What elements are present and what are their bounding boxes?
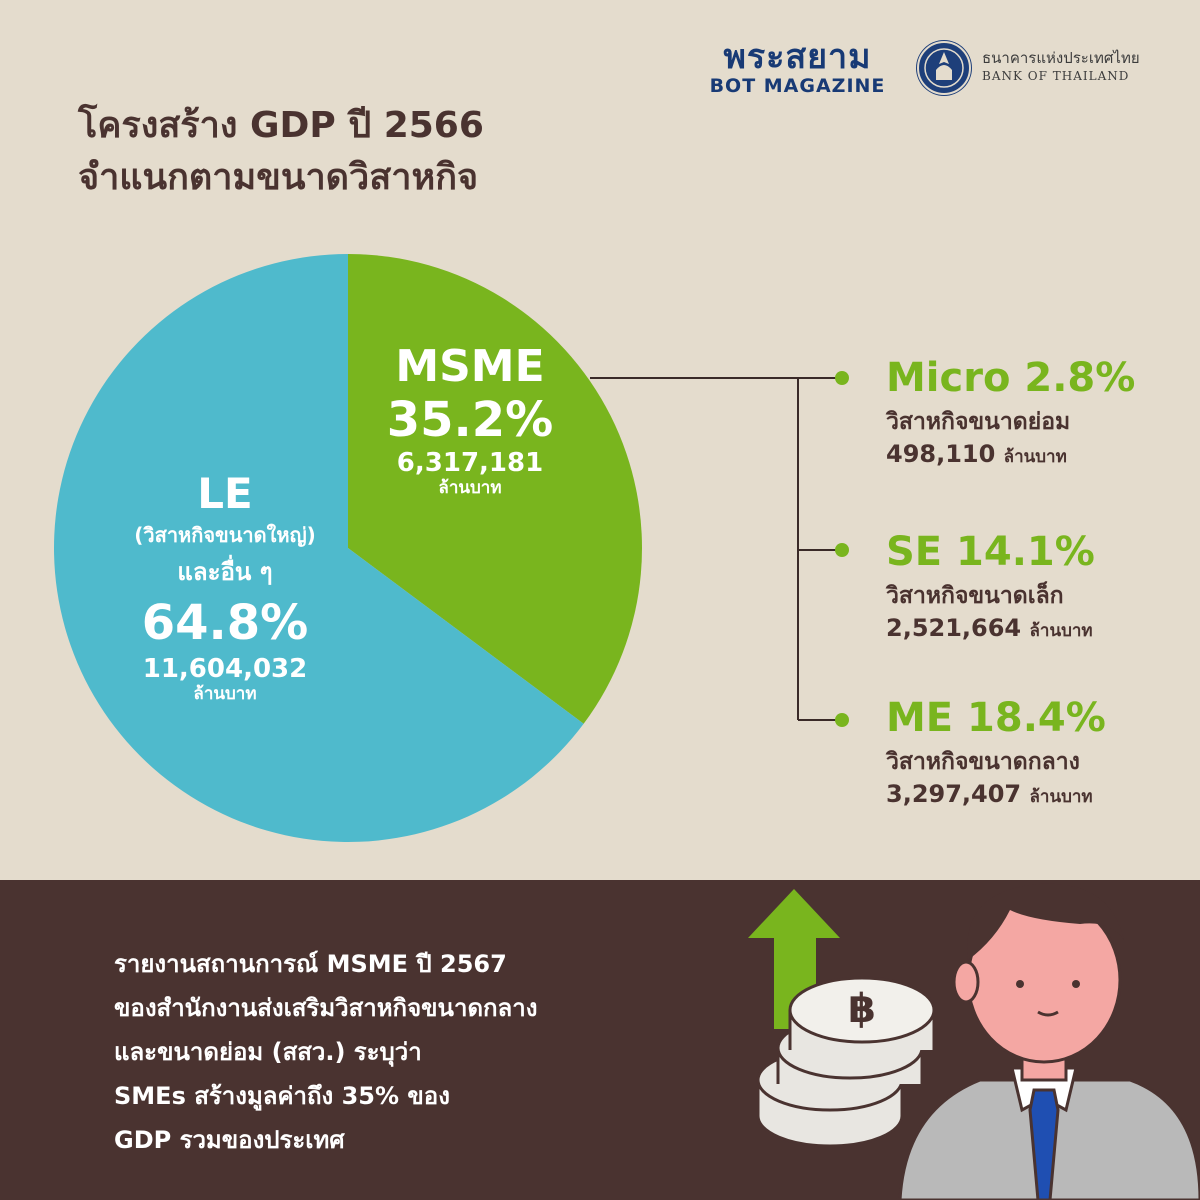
- le-label: LE (วิสาหกิจขนาดใหญ่) และอื่น ๆ 64.8% 11…: [90, 469, 360, 705]
- segment-micro-unit: ล้านบาท: [1003, 447, 1067, 467]
- bullet-micro: [835, 371, 849, 385]
- segment-me-value-line: 3,297,407 ล้านบาท: [886, 778, 1106, 813]
- bullet-se: [835, 543, 849, 557]
- segment-me-value: 3,297,407: [886, 780, 1022, 808]
- msme-unit: ล้านบาท: [438, 478, 502, 498]
- segment-se-head: SE 14.1%: [886, 529, 1095, 575]
- coin-stack-icon: ฿: [756, 976, 936, 1148]
- le-desc2: และอื่น ๆ: [177, 558, 273, 586]
- le-value: 11,604,032: [142, 654, 308, 684]
- bank-name-english: BANK OF THAILAND: [982, 69, 1130, 83]
- svg-text:฿: ฿: [848, 986, 876, 1032]
- msme-label: MSME 35.2% 6,317,181 ล้านบาท: [340, 341, 600, 499]
- segment-se-unit: ล้านบาท: [1029, 621, 1093, 641]
- brand-thai: พระสยาม: [723, 37, 872, 77]
- pie-slice-le: [53, 253, 584, 842]
- segment-me: ME 18.4% วิสาหกิจขนาดกลาง 3,297,407 ล้าน…: [886, 696, 1106, 813]
- msme-percent: 35.2%: [386, 392, 554, 448]
- segment-me-unit: ล้านบาท: [1029, 787, 1093, 807]
- brand-english: BOT MAGAZINE: [709, 75, 886, 97]
- footer-line: รายงานสถานการณ์ MSME ปี 2567: [114, 950, 507, 978]
- segment-micro-desc: วิสาหกิจขนาดย่อม: [886, 409, 1071, 435]
- pie-slice-msme: [348, 254, 642, 724]
- msme-name: MSME: [395, 341, 545, 392]
- brand-logo: พระสยาม BOT MAGAZINE: [700, 38, 895, 96]
- bank-name-thai: ธนาคารแห่งประเทศไทย: [982, 49, 1140, 67]
- segment-micro-head: Micro 2.8%: [886, 355, 1136, 401]
- segment-me-desc: วิสาหกิจขนาดกลาง: [886, 749, 1080, 775]
- bullet-me: [835, 713, 849, 727]
- segment-micro: Micro 2.8% วิสาหกิจขนาดย่อม 498,110 ล้าน…: [886, 356, 1135, 473]
- illustration: ฿: [748, 883, 1200, 1200]
- bank-seal-icon: [916, 40, 972, 96]
- msme-value: 6,317,181: [396, 448, 544, 478]
- footer-line: GDP รวมของประเทศ: [114, 1126, 345, 1154]
- footer-line: และขนาดย่อม (สสว.) ระบุว่า: [114, 1038, 422, 1066]
- le-desc: (วิสาหกิจขนาดใหญ่): [134, 523, 316, 547]
- segment-micro-value: 498,110: [886, 440, 996, 468]
- bank-name: ธนาคารแห่งประเทศไทย BANK OF THAILAND: [982, 48, 1140, 84]
- segment-micro-value-line: 498,110 ล้านบาท: [886, 438, 1135, 473]
- segment-se: SE 14.1% วิสาหกิจขนาดเล็ก 2,521,664 ล้าน…: [886, 530, 1095, 647]
- title-line-1: โครงสร้าง GDP ปี 2566: [78, 105, 484, 146]
- chart-title: โครงสร้าง GDP ปี 2566 จำแนกตามขนาดวิสาหก…: [78, 100, 484, 204]
- footer-line: SMEs สร้างมูลค่าถึง 35% ของ: [114, 1082, 450, 1110]
- footer-text: รายงานสถานการณ์ MSME ปี 2567 ของสำนักงาน…: [114, 942, 537, 1162]
- footer-line: ของสำนักงานส่งเสริมวิสาหกิจขนาดกลาง: [114, 994, 538, 1022]
- le-name: LE: [197, 469, 253, 518]
- segment-se-value-line: 2,521,664 ล้านบาท: [886, 612, 1095, 647]
- segment-se-value: 2,521,664: [886, 614, 1022, 642]
- segment-me-head: ME 18.4%: [886, 695, 1106, 741]
- businessman-icon: [898, 883, 1200, 1200]
- segment-se-desc: วิสาหกิจขนาดเล็ก: [886, 583, 1064, 609]
- pie-chart: [53, 253, 849, 842]
- le-percent: 64.8%: [141, 595, 309, 651]
- le-unit: ล้านบาท: [193, 684, 257, 704]
- title-line-2: จำแนกตามขนาดวิสาหกิจ: [78, 157, 479, 198]
